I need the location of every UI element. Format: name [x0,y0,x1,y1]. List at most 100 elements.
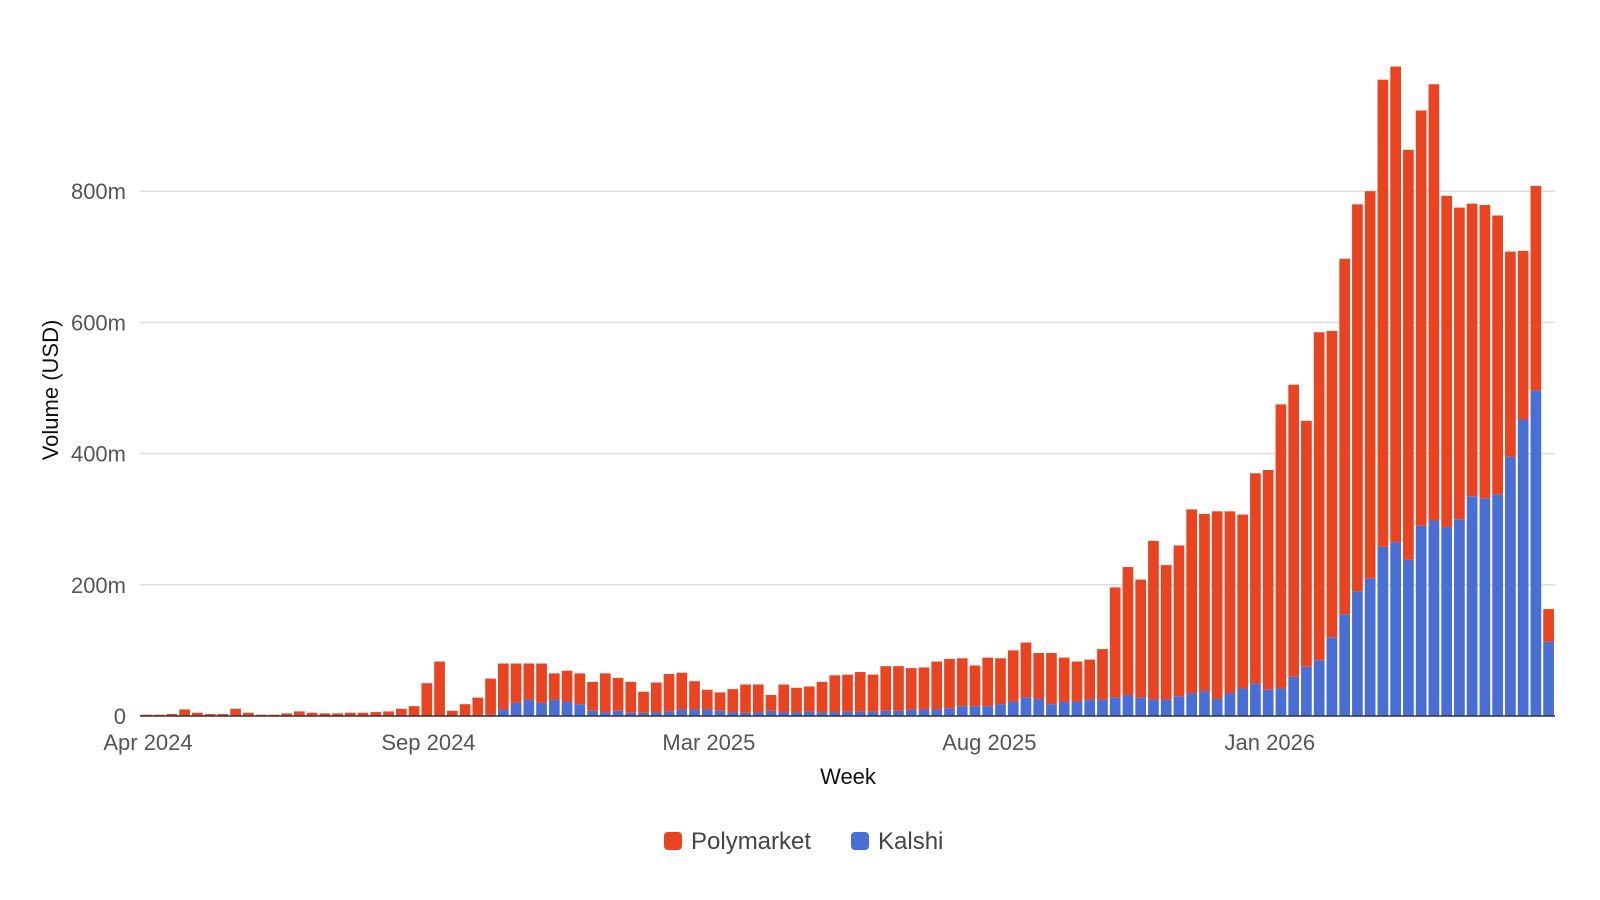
bar-polymarket [357,712,369,716]
bar-polymarket [1109,587,1121,698]
bar-polymarket [319,713,331,716]
bar-polymarket [1517,250,1529,420]
bar-polymarket [1441,195,1452,528]
bar-kalshi [599,712,611,716]
bar-kalshi [1084,699,1096,716]
bar-polymarket [1313,332,1325,661]
bar-polymarket [1275,404,1287,689]
bar-polymarket [625,681,637,713]
y-axis-ticks: 0 200m 400m 600m 800m [71,179,126,729]
bar-kalshi [1352,591,1363,716]
bar-kalshi [1033,698,1045,716]
bar-polymarket [536,663,547,703]
bar-kalshi [1339,614,1351,716]
bar-polymarket [1466,203,1478,497]
bar-polymarket [510,663,522,703]
bar-polymarket [893,666,904,711]
bar-polymarket [485,678,496,715]
bar-polymarket [1084,659,1096,700]
bar-kalshi [1186,693,1198,716]
bar-kalshi [1454,519,1465,716]
bar-kalshi [969,706,981,716]
bar-polymarket [905,668,917,710]
bar-polymarket [1211,511,1223,699]
bar-polymarket [217,714,229,716]
x-tick-label: Jan 2026 [1225,730,1316,755]
bar-polymarket [612,677,624,711]
bar-kalshi [1543,641,1554,716]
bar-polymarket [1250,473,1261,684]
bar-polymarket [829,675,841,713]
bar-polymarket [880,666,892,711]
bar-kalshi [625,712,637,716]
bar-kalshi [1122,695,1134,716]
bar-kalshi [740,712,751,716]
bar-kalshi [587,710,598,716]
bar-kalshi [1364,578,1376,716]
bar-polymarket [1454,207,1465,520]
bar-kalshi [880,710,892,716]
bar-polymarket [1543,609,1554,642]
bar-kalshi [548,699,560,716]
legend-label: Kalshi [878,828,943,855]
bar-kalshi [995,704,1006,716]
bar-polymarket [548,673,560,700]
bar-kalshi [1020,697,1032,716]
bar-polymarket [676,672,688,710]
bar-kalshi [1390,542,1402,716]
bar-kalshi [676,709,688,716]
bar-kalshi [650,712,662,716]
bar-kalshi [497,709,509,716]
y-axis-title: Volume (USD) [38,320,63,461]
bar-kalshi [842,711,853,716]
bar-polymarket [1479,204,1491,499]
bar-polymarket [243,712,254,716]
bar-kalshi [1173,696,1185,716]
bar-polymarket [701,689,713,710]
bar-polymarket [1326,330,1338,638]
bar-kalshi [1160,699,1172,716]
bar-kalshi [1530,390,1542,716]
bar-polymarket [1390,66,1402,543]
bar-polymarket [765,695,777,711]
bar-polymarket [370,712,382,716]
bar-kalshi [1415,525,1427,716]
bar-kalshi [1148,699,1159,716]
bar-polymarket [1046,653,1057,705]
bar-kalshi [1262,689,1274,716]
bar-kalshi [816,712,828,716]
bar-polymarket [1505,251,1516,457]
bar-kalshi [1135,697,1147,716]
bar-polymarket [332,713,343,716]
bar-kalshi [944,708,955,716]
bar-polymarket [1033,653,1045,699]
bar-kalshi [1250,683,1261,716]
bar-kalshi [1007,701,1019,716]
bar-polymarket [803,686,815,712]
bar-kalshi [1377,546,1389,716]
bar-polymarket [1403,149,1414,560]
x-axis-ticks: Apr 2024 Sep 2024 Mar 2025 Aug 2025 Jan 2026 [103,730,1315,755]
bar-polymarket [434,661,445,716]
y-tick-label: 0 [114,704,126,729]
bar-polymarket [459,704,471,716]
bar-polymarket [816,681,828,713]
bar-polymarket [1160,565,1172,700]
bar-polymarket [791,687,802,713]
bar-polymarket [1122,567,1134,696]
bar-polymarket [166,714,178,716]
bar-kalshi [1199,691,1210,716]
bar-kalshi [1046,704,1057,716]
bar-kalshi [803,711,815,716]
bar-kalshi [1224,693,1236,716]
bar-polymarket [752,684,764,713]
bar-kalshi [867,711,879,716]
bar-polymarket [1148,540,1159,700]
bar-kalshi [612,710,624,716]
bar-polymarket [574,673,586,705]
bar-kalshi [893,710,904,716]
bar-kalshi [689,709,700,716]
bar-kalshi [918,709,930,716]
x-tick-label: Aug 2025 [942,730,1036,755]
